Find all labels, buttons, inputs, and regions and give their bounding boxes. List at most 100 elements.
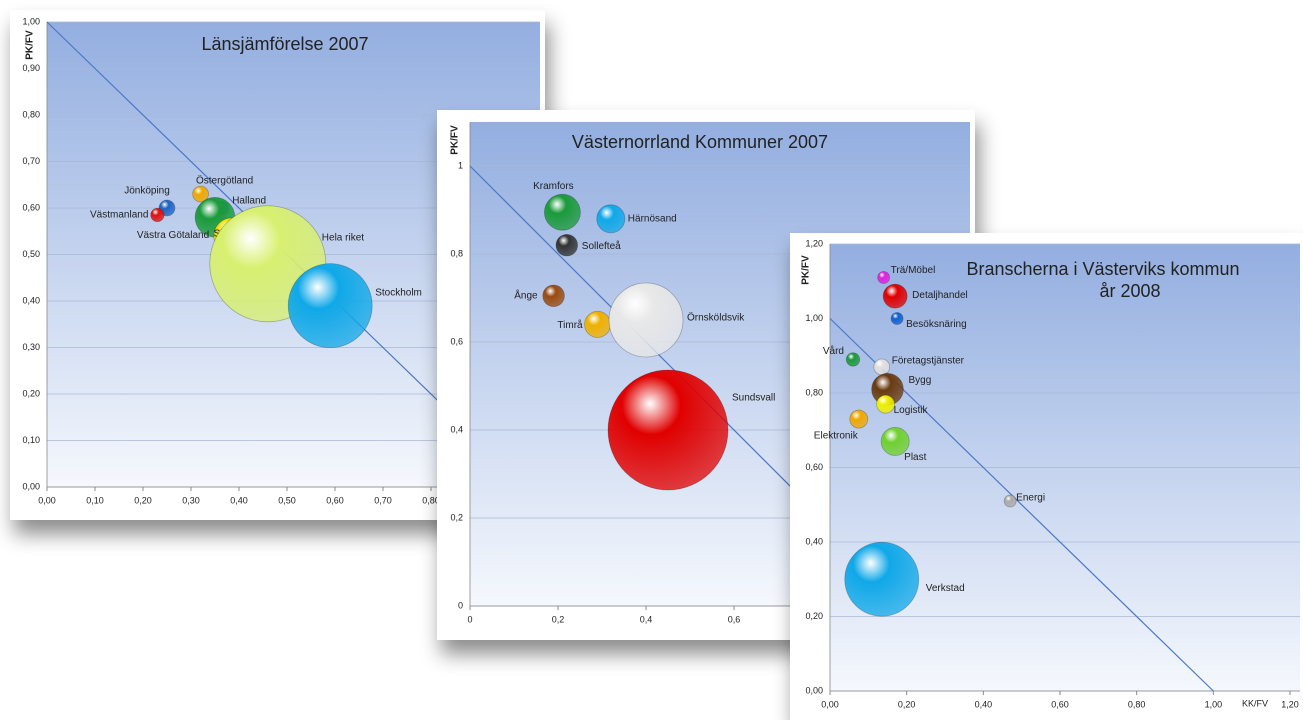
x-tick-label: 0,20 bbox=[898, 699, 916, 709]
x-tick-label: 1,20 bbox=[1281, 699, 1299, 709]
x-tick-label: 0,70 bbox=[374, 495, 392, 505]
bubble-label: Jönköping bbox=[124, 186, 170, 197]
bubble bbox=[849, 409, 869, 429]
y-tick-label: 0,40 bbox=[805, 536, 823, 546]
chart-title: år 2008 bbox=[1099, 281, 1160, 301]
bubble-label: Detaljhandel bbox=[912, 290, 968, 301]
x-tick-label: 0,20 bbox=[134, 495, 152, 505]
bubble-label: Sundsvall bbox=[732, 393, 775, 404]
bubble-label: Härnösand bbox=[628, 213, 677, 224]
bubble bbox=[844, 541, 920, 617]
y-tick-label: 0,60 bbox=[22, 202, 40, 212]
x-tick-label: 0,2 bbox=[552, 614, 565, 624]
chart-title: Branscherna i Västerviks kommun bbox=[966, 259, 1239, 279]
bubble-label: Sollefteå bbox=[582, 240, 621, 252]
y-tick-label: 0,20 bbox=[22, 388, 40, 398]
bubble bbox=[555, 233, 579, 257]
x-tick-label: 0,80 bbox=[422, 495, 440, 505]
x-tick-label: 0,00 bbox=[38, 495, 56, 505]
x-tick-label: 0,50 bbox=[278, 495, 296, 505]
y-tick-label: 0,40 bbox=[22, 295, 40, 305]
y-tick-label: 0,80 bbox=[805, 387, 823, 397]
bubble-label: Vård bbox=[823, 345, 844, 357]
y-tick-label: 0,00 bbox=[22, 481, 40, 491]
x-tick-label: 0,30 bbox=[182, 495, 200, 505]
chart-card: 0,00 0,20 0,40 0,60 0,80 1,00 1,20 0,00 0,20 0,40… bbox=[790, 233, 1303, 720]
chart-title: Västernorrland Kommuner 2007 bbox=[572, 132, 828, 152]
x-tick-label: 0,00 bbox=[821, 699, 839, 709]
bubble bbox=[877, 271, 891, 284]
bubble-label: Hela riket bbox=[322, 232, 364, 243]
bubble-label: Företagstjänster bbox=[892, 356, 965, 367]
x-tick-label: 0,60 bbox=[1051, 699, 1069, 709]
y-tick-label: 0,30 bbox=[22, 342, 40, 352]
chart-body: 0,00 0,20 0,40 0,60 0,80 1,00 1,20 0,00 0,20 0,40… bbox=[801, 238, 1300, 709]
bubble-label: Västra Götaland bbox=[137, 230, 209, 241]
y-axis-title: PK/FV bbox=[450, 125, 461, 155]
x-tick-label: 0,60 bbox=[326, 495, 344, 505]
y-tick-label: 0,70 bbox=[22, 156, 40, 166]
x-tick-label: 0,10 bbox=[86, 495, 104, 505]
bubble-label: Ånge bbox=[514, 288, 538, 301]
bubble-label: Logistik bbox=[894, 405, 929, 416]
y-tick-label: 0,80 bbox=[22, 109, 40, 119]
x-tick-label: 0,80 bbox=[1128, 699, 1146, 709]
bubble-label: Örnsköldsvik bbox=[687, 312, 745, 324]
y-tick-label: 0,4 bbox=[450, 424, 463, 434]
bubble-label: Kramfors bbox=[533, 181, 574, 192]
bubble-label: Östergötland bbox=[196, 175, 253, 187]
y-tick-label: 0,8 bbox=[450, 248, 463, 258]
bubble bbox=[607, 369, 729, 491]
bubble bbox=[882, 283, 908, 309]
bubble bbox=[544, 193, 581, 231]
y-tick-label: 1,00 bbox=[805, 313, 823, 323]
y-tick-label: 0,00 bbox=[805, 685, 823, 695]
bubble-label: Halland bbox=[232, 196, 266, 207]
bubble-label: Stockholm bbox=[375, 287, 422, 298]
bubble bbox=[150, 207, 165, 223]
x-axis-title: KK/FV bbox=[1242, 698, 1268, 708]
bubble bbox=[880, 426, 910, 456]
bubble-label: Verkstad bbox=[926, 583, 965, 594]
y-tick-label: 1,00 bbox=[22, 16, 40, 26]
bubble-label: Västmanland bbox=[90, 210, 148, 221]
bubble bbox=[596, 204, 626, 234]
bubble-label: Bygg bbox=[909, 375, 932, 386]
y-tick-label: 1,20 bbox=[805, 238, 823, 248]
bubble-label: Trä/Möbel bbox=[891, 265, 936, 276]
bubble-label: Energi bbox=[1016, 493, 1045, 504]
bubble-label: Plast bbox=[904, 452, 926, 463]
bubble bbox=[876, 394, 895, 414]
x-tick-label: 0,40 bbox=[230, 495, 248, 505]
bubble bbox=[845, 352, 861, 367]
bubble bbox=[1003, 494, 1017, 508]
y-tick-label: 1 bbox=[458, 160, 463, 170]
chart-title: Länsjämförelse 2007 bbox=[201, 34, 368, 54]
bubble bbox=[890, 312, 904, 325]
bubble bbox=[542, 284, 565, 308]
bubble bbox=[608, 282, 684, 358]
x-tick-label: 0,6 bbox=[728, 614, 741, 624]
y-tick-label: 0 bbox=[458, 600, 463, 610]
bubble-label: Timrå bbox=[557, 319, 583, 331]
y-tick-label: 0,2 bbox=[450, 512, 463, 522]
y-tick-label: 0,10 bbox=[22, 435, 40, 445]
y-tick-label: 0,50 bbox=[22, 249, 40, 259]
y-axis-title: PK/FV bbox=[25, 30, 36, 60]
y-tick-label: 0,90 bbox=[22, 63, 40, 73]
bubble bbox=[192, 185, 209, 203]
x-tick-label: 0 bbox=[467, 614, 472, 624]
bubble-label: Besöksnäring bbox=[906, 319, 967, 330]
y-tick-label: 0,60 bbox=[805, 462, 823, 472]
y-tick-label: 0,6 bbox=[450, 336, 463, 346]
x-tick-label: 0,4 bbox=[640, 614, 653, 624]
y-tick-label: 0,20 bbox=[805, 611, 823, 621]
y-axis-title: PK/FV bbox=[801, 255, 812, 285]
x-tick-label: 1,00 bbox=[1205, 699, 1223, 709]
x-tick-label: 0,40 bbox=[975, 699, 993, 709]
bubble-label: Elektronik bbox=[814, 431, 859, 442]
bubble bbox=[584, 310, 612, 338]
bubble bbox=[873, 358, 891, 376]
bubble bbox=[287, 263, 373, 349]
